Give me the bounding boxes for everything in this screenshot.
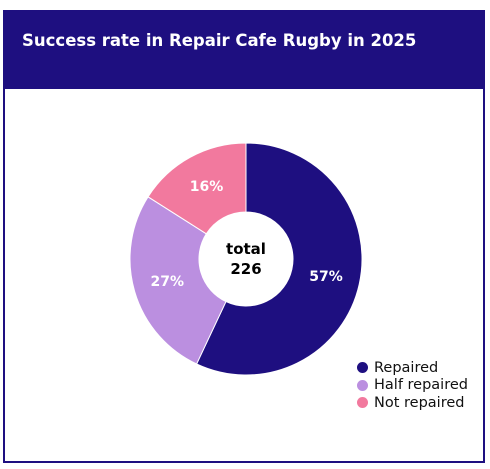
legend-label: Not repaired: [374, 394, 465, 411]
slice-label-repaired: 57%: [309, 269, 343, 285]
chart-card: Success rate in Repair Cafe Rugby in 202…: [3, 10, 485, 463]
legend-label: Repaired: [374, 359, 439, 376]
chart-title: Success rate in Repair Cafe Rugby in 202…: [22, 31, 417, 50]
slice-not-repaired: [147, 142, 247, 235]
slice-label-half-repaired: 27%: [150, 274, 184, 290]
legend-item-not-repaired: Not repaired: [357, 394, 468, 412]
legend-swatch: [357, 397, 368, 409]
legend-swatch: [357, 379, 368, 391]
slice-label-not-repaired: 16%: [190, 179, 224, 195]
chart-legend: Repaired Half repaired Not repaired: [357, 359, 468, 412]
chart-header: Success rate in Repair Cafe Rugby in 202…: [5, 12, 483, 89]
center-label-caption: total: [226, 240, 266, 258]
legend-item-repaired: Repaired: [357, 359, 468, 377]
slice-half-repaired: [129, 196, 227, 365]
center-label-total: 226: [230, 260, 261, 278]
legend-label: Half repaired: [374, 377, 468, 394]
legend-swatch: [357, 362, 368, 374]
slice-repaired: [195, 142, 363, 376]
legend-item-half-repaired: Half repaired: [357, 377, 468, 395]
